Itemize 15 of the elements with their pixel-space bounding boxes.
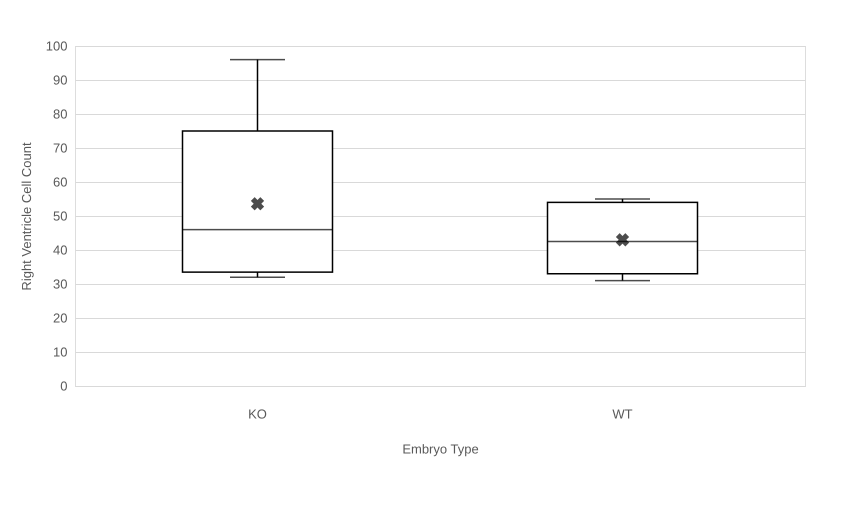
y-tick-label: 10: [53, 344, 68, 360]
y-axis-title: Right Ventricle Cell Count: [18, 142, 34, 291]
y-tick-label: 30: [53, 276, 68, 292]
y-tick-label: 100: [46, 38, 68, 54]
x-tick-label: WT: [612, 406, 633, 422]
y-tick-label: 90: [53, 72, 68, 88]
x-tick-label: KO: [248, 406, 267, 422]
y-tick-label: 80: [53, 106, 68, 122]
y-tick-label: 50: [53, 208, 68, 224]
y-tick-label: 0: [60, 378, 68, 394]
y-tick-label: 60: [53, 174, 68, 190]
x-axis-title: Embryo Type: [402, 442, 479, 456]
y-tick-label: 40: [53, 242, 68, 258]
y-tick-label: 20: [53, 310, 68, 326]
y-tick-label: 70: [53, 140, 68, 156]
